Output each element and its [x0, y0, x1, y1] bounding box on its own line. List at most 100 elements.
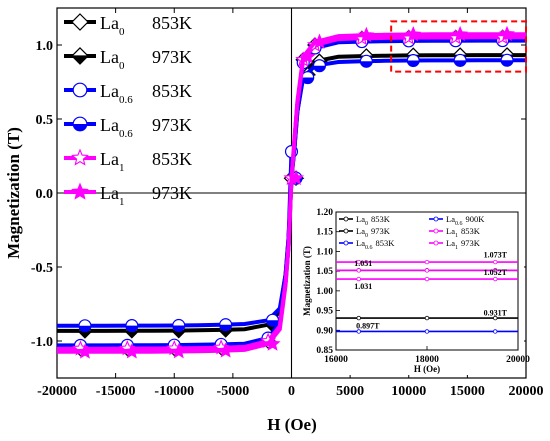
diamond-marker	[71, 13, 89, 31]
inset-marker	[493, 259, 498, 265]
inset-legend-marker	[343, 240, 349, 246]
inset-legend-main: La	[356, 226, 365, 236]
star-marker	[287, 169, 305, 186]
inset-legend-temp: 973K	[371, 226, 391, 236]
inset-y-tick-label: 0.95	[316, 307, 333, 317]
inset-legend-main: La	[446, 226, 455, 236]
x-tick-label: -15000	[96, 384, 136, 399]
y-tick-label: 0.5	[36, 113, 54, 128]
star-marker	[452, 25, 469, 42]
inset-legend-main: La	[446, 238, 455, 248]
inset-legend-sub: 0.6	[455, 221, 463, 227]
legend-label: La0 973K	[100, 47, 192, 72]
legend-label-temp: 973K	[152, 115, 192, 135]
circle-marker-half	[125, 325, 138, 332]
inset-annotation: 1.073T	[484, 250, 508, 259]
inset-legend-temp: 853K	[375, 238, 395, 248]
x-axis-label: H (Oe)	[267, 415, 317, 434]
circle-marker-half	[454, 60, 467, 67]
y-tick-label: -0.5	[31, 261, 53, 276]
inset-x-tick-label: 20000	[506, 355, 530, 365]
star-marker	[299, 48, 316, 64]
inset-marker	[356, 268, 361, 273]
y-tick-label: 1.0	[36, 39, 54, 54]
inset-legend-marker	[343, 228, 349, 234]
x-tick-label: 5000	[336, 384, 364, 399]
inset-legend-sub: 1	[455, 245, 458, 251]
inset-legend-label: La0 973K	[356, 226, 391, 239]
x-tick-label: -10000	[154, 384, 194, 399]
legend-label-sub: 0.6	[119, 128, 133, 140]
inset-legend-main: La	[356, 214, 365, 224]
inset-marker	[424, 276, 430, 282]
inset-legend-temp: 853K	[371, 214, 391, 224]
x-tick-label: 20000	[509, 384, 544, 399]
inset-legend-label: La1 853K	[446, 226, 481, 239]
inset-y-tick-label: 1.00	[316, 287, 333, 297]
inset-legend-marker	[343, 216, 349, 222]
inset-legend-main: La	[446, 214, 455, 224]
inset-marker	[493, 329, 498, 334]
legend-label-sub: 0	[119, 26, 125, 38]
inset-x-tick-label: 16000	[324, 355, 348, 365]
highlight-box-group	[390, 20, 527, 73]
circle-marker-half	[301, 77, 314, 84]
star-marker	[499, 25, 516, 42]
inset-y-tick-label: 1.05	[316, 267, 333, 277]
inset-legend-sub: 0	[365, 233, 368, 239]
inset-x-tick-label: 18000	[415, 355, 439, 365]
circle-marker	[72, 82, 88, 98]
inset-legend-sub: 0	[365, 221, 368, 227]
inset-legend-label: La0 853K	[356, 214, 391, 227]
inset-marker	[356, 329, 361, 334]
inset-annotation: 1.051	[354, 259, 372, 268]
inset-annotation: 0.897T	[356, 321, 380, 330]
x-tick-label: -20000	[37, 384, 77, 399]
inset-annotation: 0.931T	[484, 308, 508, 317]
legend-label-sub: 0	[119, 60, 125, 72]
main-series-group	[57, 25, 526, 359]
circle-marker-half	[266, 320, 279, 327]
inset-legend-marker	[433, 216, 439, 222]
inset-legend-main: La	[356, 238, 365, 248]
circle-marker-half	[219, 324, 232, 331]
inset-legend-label: La0.6 900K	[446, 214, 485, 227]
legend-label: La1 973K	[100, 183, 192, 208]
star-marker	[405, 26, 422, 42]
legend-label-sub: 1	[119, 196, 125, 208]
inset-annotation: 1.052T	[484, 268, 508, 277]
star-marker	[71, 148, 89, 166]
star-marker	[311, 33, 328, 49]
star-marker	[217, 342, 234, 358]
highlight-box	[390, 20, 527, 73]
legend-label-temp: 973K	[152, 47, 192, 67]
inset-chart: 16000 18000 20000 0.85 0.90 0.95 1.00 1.05 1.10 1…	[300, 203, 530, 375]
legend-label-temp: 853K	[152, 81, 192, 101]
star-marker	[358, 26, 375, 43]
inset-x-axis-label: H (Oe)	[414, 364, 440, 374]
legend-label: La0.6 973K	[100, 115, 192, 140]
inset-legend-temp: 853K	[461, 226, 481, 236]
legend-label-temp: 973K	[152, 183, 192, 203]
inset-y-tick-label: 0.90	[316, 326, 333, 336]
inset-marker	[493, 268, 498, 273]
inset-y-tick-label: 1.15	[316, 228, 333, 238]
inset-marker	[424, 315, 430, 321]
circle-marker-half	[501, 60, 513, 67]
inset-legend-marker	[433, 228, 439, 234]
inset-y-axis-label: Magnetization (T)	[302, 246, 312, 316]
legend-label-temp: 853K	[152, 13, 192, 33]
x-tick-label: -5000	[217, 384, 250, 399]
legend-label-temp: 853K	[152, 149, 192, 169]
circle-marker-half	[313, 65, 326, 72]
y-tick-label: -1.0	[31, 335, 53, 350]
x-tick-label: 10000	[391, 384, 426, 399]
legend-label-main: La	[100, 81, 119, 101]
inset-y-tick-label: 0.85	[316, 346, 333, 356]
star-marker	[264, 335, 281, 351]
legend-label-main: La	[100, 149, 119, 169]
inset-legend-label: La1 973K	[446, 238, 481, 251]
inset-background	[300, 203, 524, 375]
